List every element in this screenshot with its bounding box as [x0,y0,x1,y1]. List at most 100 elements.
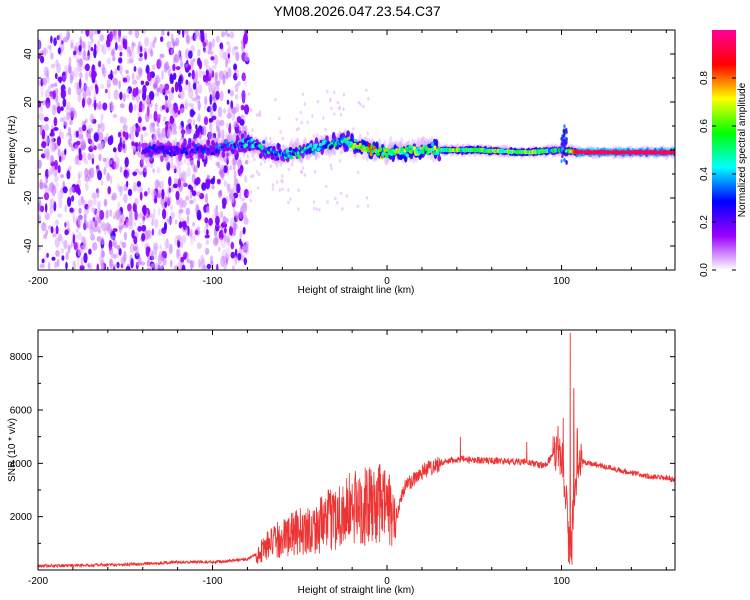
noise-speck [365,88,368,92]
noise-blob [195,177,201,185]
noise-blob [236,69,240,79]
noise-blob [100,264,104,270]
noise-blob [150,49,154,57]
snr-x-tick-label: 100 [553,576,570,587]
noise-blob [217,190,223,199]
noise-blob [123,231,127,241]
noise-blob [241,123,245,134]
noise-blob [135,123,139,128]
noise-speck [333,112,336,116]
noise-speck [278,188,281,192]
noise-blob [233,107,239,112]
noise-blob [151,219,154,226]
noise-blob [60,174,64,179]
noise-blob [184,63,189,68]
noise-blob [206,205,210,215]
noise-blob [207,50,211,55]
noise-blob [157,207,161,216]
ridge-band [200,153,204,160]
noise-blob [133,236,138,245]
noise-blob [164,83,170,91]
noise-blob [170,185,174,193]
noise-blob [84,167,89,178]
noise-blob [233,170,237,180]
noise-blob [167,99,172,110]
noise-blob [130,213,134,224]
noise-blob [193,234,196,242]
noise-blob [77,248,83,257]
noise-blob [154,102,158,112]
ridge-core [282,151,286,155]
noise-blob [158,181,164,189]
noise-blob [54,261,58,269]
snr-y-label: SNR (10 * v/v) [7,418,18,482]
noise-blob [223,180,228,187]
noise-blob [100,248,104,259]
colorbar-label: Normalized spectral amplitude [737,82,748,217]
noise-blob [63,239,68,250]
spectrogram-x-tick-label: -200 [28,276,48,287]
noise-blob [130,258,134,269]
noise-blob [67,223,70,231]
noise-blob [156,166,161,174]
noise-blob [69,119,73,126]
noise-blob [54,159,58,171]
noise-blob [54,72,58,80]
noise-blob [231,47,236,56]
noise-blob [142,84,147,95]
noise-blob [158,263,164,270]
noise-blob [72,213,76,224]
noise-blob [86,97,92,106]
noise-blob [197,258,201,269]
noise-blob [178,70,183,76]
noise-blob [89,85,94,91]
noise-blob [149,162,154,169]
ridge-core [405,153,409,158]
noise-blob [55,219,59,226]
noise-blob [112,77,118,86]
noise-blob [74,155,79,165]
noise-blob [76,256,80,267]
noise-blob [106,172,111,182]
noise-blob [64,204,67,213]
noise-blob [64,122,68,127]
noise-blob [191,173,196,184]
noise-speck [366,204,370,208]
noise-blob [107,136,114,146]
noise-blob [244,125,248,133]
noise-blob [203,48,207,54]
noise-blob [66,101,71,111]
ridge-core [314,143,318,147]
ridge-band [437,155,442,162]
noise-speck [250,108,253,113]
noise-blob [119,103,125,109]
noise-blob [243,209,246,216]
colorbar-ticks: 0.0 0.2 0.4 0.6 0.8 [699,71,736,277]
noise-blob [146,229,152,240]
noise-blob [82,124,87,132]
ridge-core [346,137,350,141]
noise-speck [329,163,333,167]
noise-blob [43,66,49,77]
noise-blob [110,253,116,259]
noise-blob [41,129,46,140]
noise-blob [219,168,224,179]
noise-blob [163,221,168,231]
noise-blob [190,60,194,67]
noise-blob [46,75,50,84]
noise-blob [48,182,54,193]
noise-blob [140,133,144,143]
noise-blob [151,64,156,71]
noise-blob [129,243,135,254]
noise-blob [83,120,87,126]
ridge-core [296,151,300,155]
noise-blob [58,198,63,209]
noise-blob [217,79,221,84]
noise-blob [46,151,50,161]
noise-blob [138,213,143,219]
noise-speck [324,127,327,132]
noise-blob [146,260,151,267]
noise-blob [62,98,67,108]
noise-blob [144,36,150,47]
noise-blob [131,72,135,80]
